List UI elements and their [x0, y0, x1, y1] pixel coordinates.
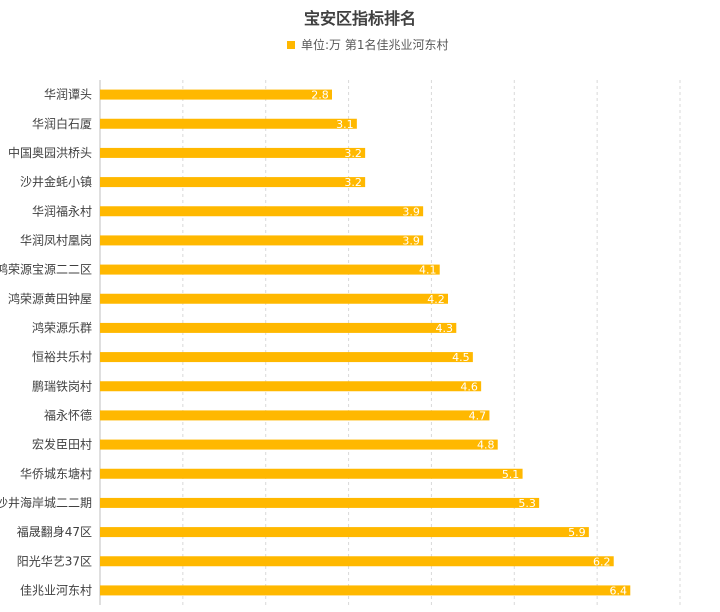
value-label: 5.9: [568, 526, 586, 539]
value-label: 4.3: [436, 322, 454, 335]
gridlines: [182, 80, 681, 605]
value-label: 4.2: [427, 293, 445, 306]
value-label: 5.1: [502, 468, 520, 481]
category-label: 阳光华艺37区: [17, 554, 92, 568]
category-label: 华润白石厦: [32, 116, 92, 131]
category-label: 沙井海岸城二二期: [0, 495, 92, 510]
bar: [100, 556, 614, 567]
bar: [100, 235, 424, 246]
category-label: 中国奥园洪桥头: [8, 145, 92, 160]
value-label: 5.3: [518, 497, 536, 510]
category-label: 鸿荣源乐群: [32, 321, 92, 335]
bars: [100, 89, 631, 596]
value-label: 3.1: [336, 118, 354, 131]
value-label: 4.1: [419, 264, 437, 277]
category-label: 华润福永村: [32, 203, 92, 218]
bar: [100, 468, 523, 479]
bar: [100, 177, 366, 188]
category-label: 华润谭头: [44, 88, 92, 102]
bar: [100, 585, 631, 596]
category-label: 恒裕共乐村: [32, 349, 92, 364]
bar: [100, 206, 424, 217]
value-label: 4.5: [452, 351, 470, 364]
bar: [100, 352, 473, 363]
category-label: 佳兆业河东村: [20, 583, 92, 597]
value-label: 3.2: [344, 176, 362, 189]
bar: [100, 147, 366, 158]
value-label: 4.6: [460, 380, 478, 393]
bar: [100, 497, 540, 508]
value-label: 6.4: [610, 584, 628, 597]
legend-label: 单位:万 第1名佳兆业河东村: [301, 37, 449, 52]
category-label: 福晟翻身47区: [17, 524, 92, 539]
bar: [100, 410, 490, 421]
category-label: 鹏瑞铁岗村: [32, 379, 92, 393]
bar: [100, 118, 357, 129]
category-labels: 华润谭头华润白石厦中国奥园洪桥头沙井金蚝小镇华润福永村华润凤村凰岗鸿荣源宝源二二…: [0, 88, 92, 598]
category-label: 沙井金蚝小镇: [20, 174, 92, 189]
category-label: 鸿荣源宝源二二区: [0, 263, 92, 277]
value-label: 4.8: [477, 439, 495, 452]
bar: [100, 293, 448, 304]
value-label: 3.9: [402, 234, 420, 247]
chart-title: 宝安区指标排名: [304, 9, 416, 28]
category-label: 华侨城东塘村: [20, 466, 92, 481]
bar: [100, 89, 332, 100]
bar: [100, 264, 440, 275]
category-label: 宏发臣田村: [32, 437, 92, 452]
value-labels: 2.8 3.1 3.2 3.2 3.9 3.9 4.1 4.2 4.3 4.5 4.6 4.7 4.8 5…: [311, 89, 627, 598]
value-label: 4.7: [469, 409, 487, 422]
legend: 单位:万 第1名佳兆业河东村: [287, 37, 449, 52]
bar: [100, 527, 589, 538]
category-label: 鸿荣源黄田钟屋: [8, 291, 92, 306]
bar: [100, 322, 457, 333]
category-label: 福永怀德: [44, 407, 92, 422]
value-label: 3.9: [402, 205, 420, 218]
category-label: 华润凤村凰岗: [20, 233, 92, 247]
value-label: 6.2: [593, 555, 611, 568]
bar: [100, 439, 498, 450]
bar: [100, 381, 482, 392]
legend-swatch: [287, 41, 295, 49]
value-label: 3.2: [344, 147, 362, 160]
value-label: 2.8: [311, 89, 329, 102]
